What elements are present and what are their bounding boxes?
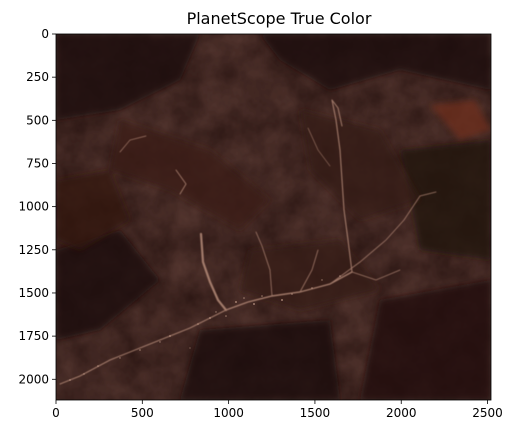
x-tick-label: 1500 bbox=[300, 406, 331, 420]
x-tick-label: 2000 bbox=[386, 406, 417, 420]
x-tick-label: 1000 bbox=[213, 406, 244, 420]
x-tick-label: 500 bbox=[131, 406, 154, 420]
y-tick-label: 250 bbox=[26, 70, 49, 84]
x-tick-label: 0 bbox=[52, 406, 60, 420]
y-tick-label: 750 bbox=[26, 156, 49, 170]
y-axis: 0 250 500 750 1000 1250 1500 1750 2000 bbox=[18, 27, 56, 386]
y-tick-label: 1250 bbox=[18, 243, 49, 257]
y-tick-label: 0 bbox=[41, 27, 49, 41]
y-tick-label: 1750 bbox=[18, 329, 49, 343]
satellite-image bbox=[56, 34, 491, 400]
y-tick-label: 1000 bbox=[18, 200, 49, 214]
axes-frame bbox=[55, 33, 492, 401]
y-tick-label: 500 bbox=[26, 113, 49, 127]
y-tick-label: 2000 bbox=[18, 372, 49, 386]
x-tick-label: 2500 bbox=[472, 406, 503, 420]
chart-title: PlanetScope True Color bbox=[187, 9, 372, 28]
x-axis: 0 500 1000 1500 2000 2500 bbox=[52, 400, 503, 420]
y-tick-label: 1500 bbox=[18, 286, 49, 300]
